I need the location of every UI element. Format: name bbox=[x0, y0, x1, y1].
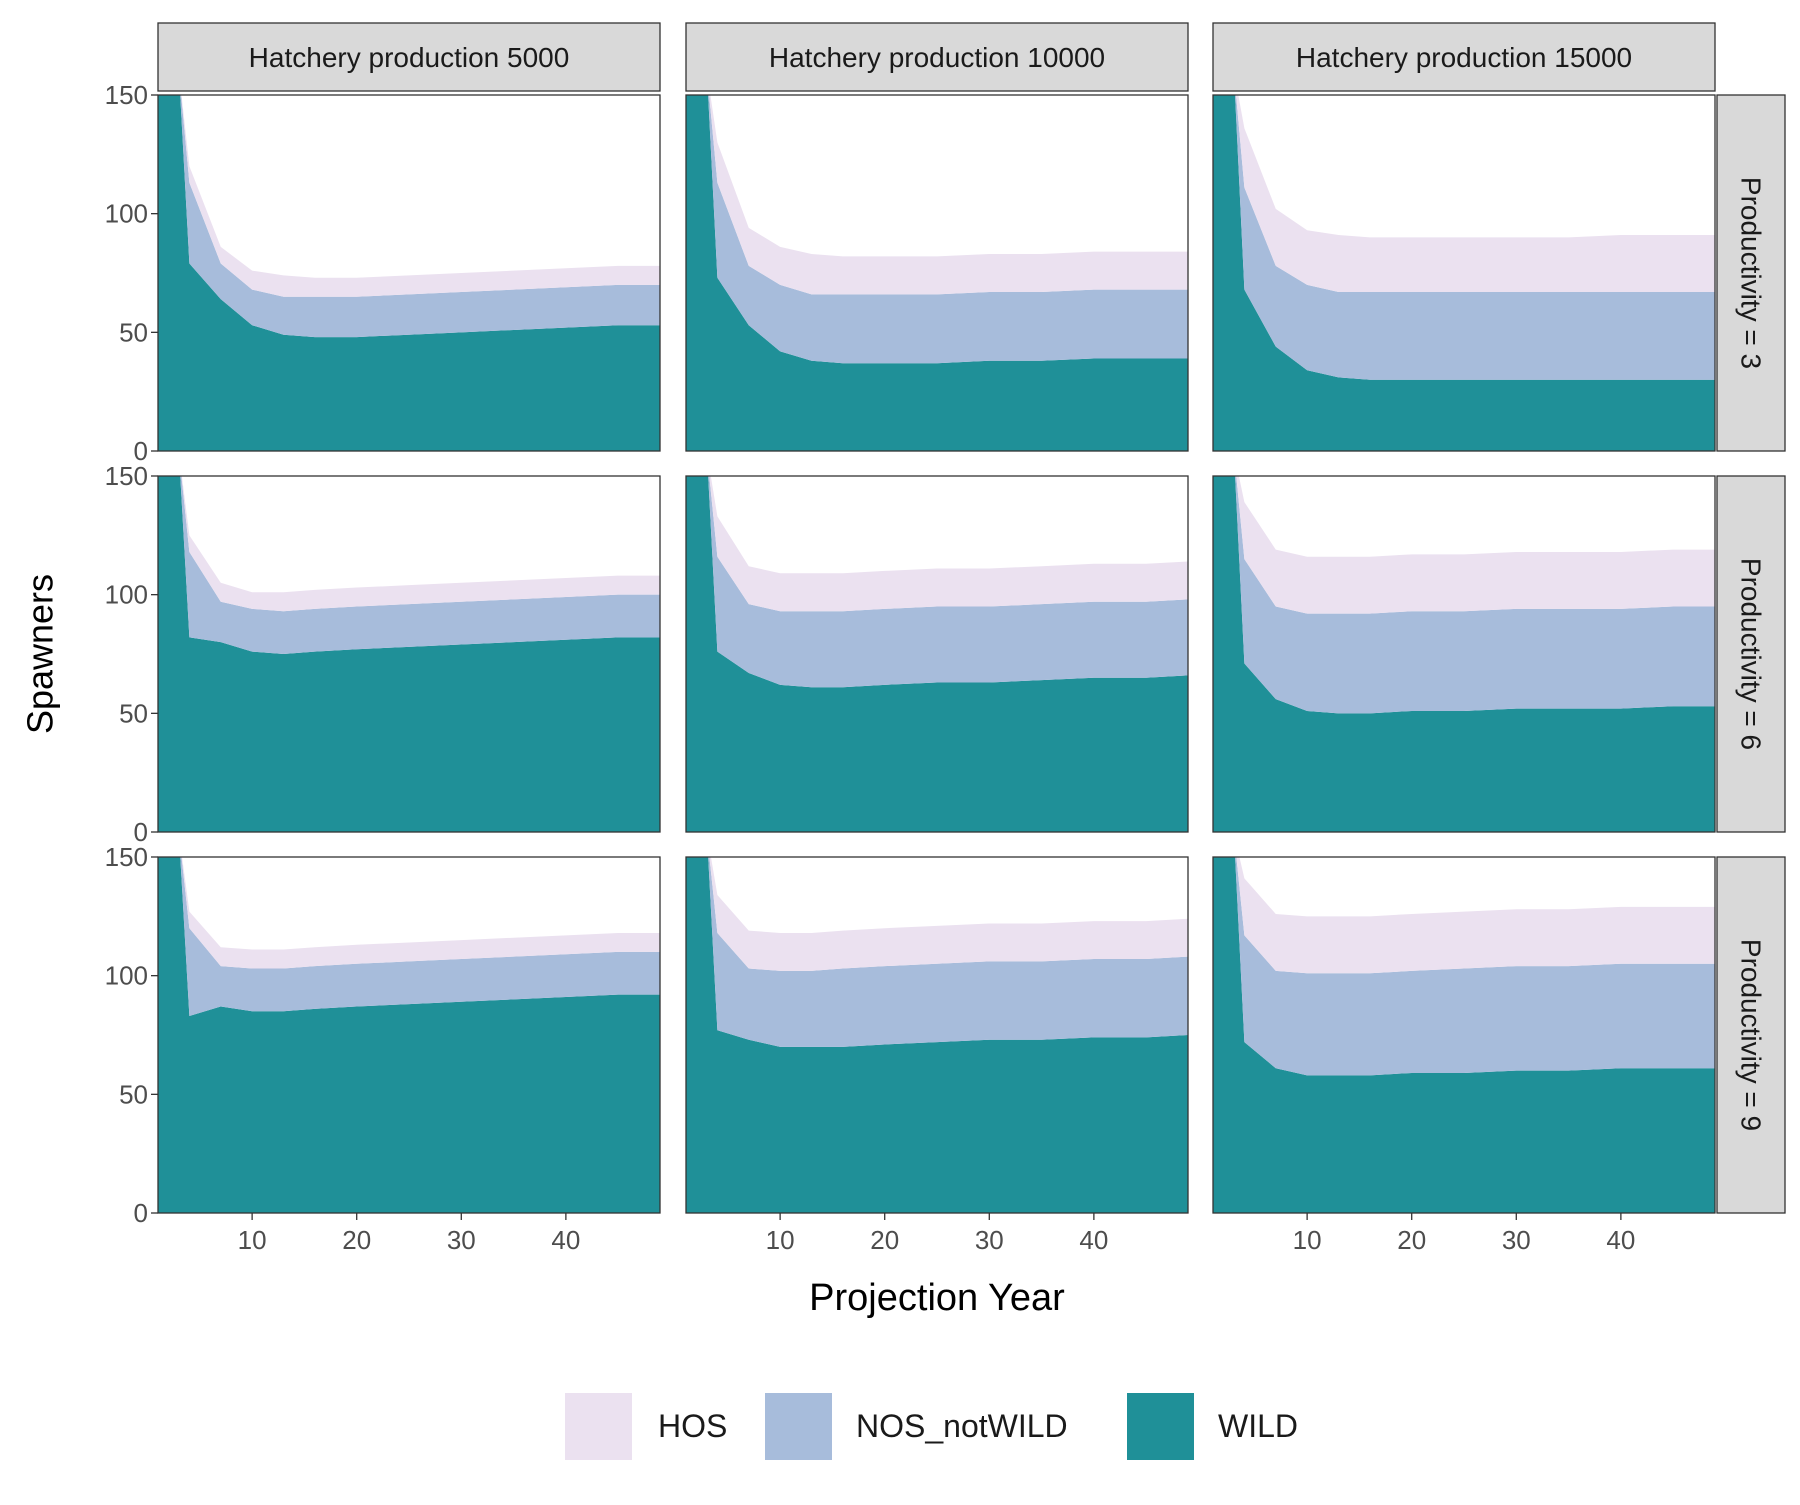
legend-item-wild: WILD bbox=[1127, 1393, 1298, 1460]
area-nos-notwild bbox=[1235, 476, 1715, 714]
area-nos-notwild bbox=[1235, 857, 1715, 1076]
x-tick-label: 30 bbox=[447, 1225, 476, 1255]
panel-border bbox=[685, 475, 1189, 833]
area-hos bbox=[709, 857, 1188, 971]
legend-label: HOS bbox=[658, 1408, 727, 1444]
legend-label: WILD bbox=[1218, 1408, 1298, 1444]
y-tick-label: 50 bbox=[119, 1079, 148, 1109]
panel-2-1 bbox=[158, 476, 660, 832]
panel-border bbox=[1212, 475, 1716, 833]
area-hos bbox=[709, 95, 1188, 295]
panel-3-3 bbox=[1213, 857, 1715, 1213]
legend-label: NOS_notWILD bbox=[856, 1408, 1068, 1444]
panel-2-3 bbox=[1213, 476, 1715, 832]
x-tick-label: 40 bbox=[1606, 1225, 1635, 1255]
panel-3-2 bbox=[686, 857, 1188, 1213]
area-wild bbox=[158, 95, 660, 451]
area-wild bbox=[1213, 857, 1715, 1213]
column-strip bbox=[685, 22, 1189, 92]
area-hos bbox=[181, 857, 660, 969]
area-nos-notwild bbox=[1235, 95, 1715, 380]
column-strip-label: Hatchery production 10000 bbox=[769, 42, 1105, 73]
area-wild bbox=[1213, 476, 1715, 832]
row-strip-label: Productivity = 9 bbox=[1736, 939, 1767, 1131]
x-tick-label: 20 bbox=[1397, 1225, 1426, 1255]
panel-2-2 bbox=[686, 476, 1188, 832]
x-tick-label: 30 bbox=[1502, 1225, 1531, 1255]
x-tick-label: 10 bbox=[238, 1225, 267, 1255]
y-axis-title: Spawners bbox=[20, 574, 61, 734]
row-strip bbox=[1716, 94, 1786, 452]
x-tick-label: 10 bbox=[1293, 1225, 1322, 1255]
legend-item-nos-notwild: NOS_notWILD bbox=[765, 1393, 1068, 1460]
x-tick-label: 30 bbox=[975, 1225, 1004, 1255]
legend-swatch bbox=[1127, 1393, 1194, 1460]
panel-border bbox=[685, 94, 1189, 452]
area-nos-notwild bbox=[708, 476, 1188, 688]
panel-1-1 bbox=[158, 95, 660, 451]
y-tick-label: 100 bbox=[105, 580, 148, 610]
legend-swatch bbox=[565, 1393, 632, 1460]
y-tick-label: 0 bbox=[134, 817, 148, 847]
row-strip bbox=[1716, 856, 1786, 1214]
panel-border bbox=[157, 94, 661, 452]
x-tick-label: 20 bbox=[870, 1225, 899, 1255]
y-tick-label: 100 bbox=[105, 199, 148, 229]
panel-1-2 bbox=[686, 95, 1188, 451]
column-strip-label: Hatchery production 5000 bbox=[249, 42, 570, 73]
x-tick-label: 40 bbox=[551, 1225, 580, 1255]
panel-border bbox=[1212, 94, 1716, 452]
panel-border bbox=[157, 856, 661, 1214]
area-wild bbox=[686, 476, 1188, 832]
row-strip-label: Productivity = 3 bbox=[1736, 177, 1767, 369]
panel-border bbox=[1212, 856, 1716, 1214]
area-hos bbox=[181, 95, 660, 297]
area-hos bbox=[1236, 95, 1715, 292]
area-nos-notwild bbox=[180, 476, 660, 654]
y-tick-label: 0 bbox=[134, 1198, 148, 1228]
area-hos bbox=[1236, 476, 1715, 614]
column-strip-label: Hatchery production 15000 bbox=[1296, 42, 1632, 73]
area-hos bbox=[709, 476, 1188, 612]
area-hos bbox=[1236, 857, 1715, 974]
panel-1-3 bbox=[1213, 95, 1715, 451]
row-strip bbox=[1716, 475, 1786, 833]
y-tick-label: 150 bbox=[105, 461, 148, 491]
area-nos-notwild bbox=[708, 95, 1188, 364]
column-strip bbox=[1212, 22, 1716, 92]
area-wild bbox=[686, 95, 1188, 451]
y-tick-label: 150 bbox=[105, 80, 148, 110]
x-tick-label: 20 bbox=[342, 1225, 371, 1255]
y-tick-label: 150 bbox=[105, 842, 148, 872]
y-tick-label: 0 bbox=[134, 436, 148, 466]
column-strip bbox=[157, 22, 661, 92]
area-hos bbox=[181, 476, 660, 612]
x-tick-label: 40 bbox=[1079, 1225, 1108, 1255]
row-strip-label: Productivity = 6 bbox=[1736, 558, 1767, 750]
panel-3-1 bbox=[158, 857, 660, 1213]
area-nos-notwild bbox=[180, 95, 660, 338]
area-nos-notwild bbox=[180, 857, 660, 1017]
y-tick-label: 50 bbox=[119, 317, 148, 347]
area-wild bbox=[158, 857, 660, 1213]
x-tick-label: 10 bbox=[766, 1225, 795, 1255]
legend-swatch bbox=[765, 1393, 832, 1460]
area-wild bbox=[686, 857, 1188, 1213]
y-tick-label: 100 bbox=[105, 961, 148, 991]
panel-border bbox=[685, 856, 1189, 1214]
area-wild bbox=[158, 476, 660, 832]
x-axis-title: Projection Year bbox=[809, 1277, 1065, 1319]
legend-item-hos: HOS bbox=[565, 1393, 727, 1460]
y-tick-label: 50 bbox=[119, 698, 148, 728]
area-nos-notwild bbox=[708, 857, 1188, 1047]
panel-border bbox=[157, 475, 661, 833]
